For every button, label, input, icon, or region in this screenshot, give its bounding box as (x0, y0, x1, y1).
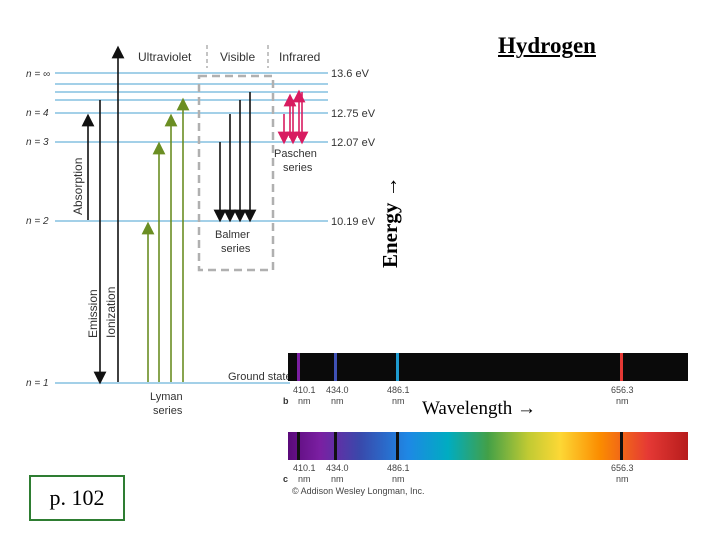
emission-label: Emission (86, 289, 100, 338)
c-line-value-410: 410.1 (293, 463, 316, 473)
c-line-value-656: 656.3 (611, 463, 634, 473)
paschen-label-line2: series (283, 162, 313, 174)
balmer-label-line2: series (221, 243, 251, 255)
c-line-unit-410: nm (298, 474, 311, 484)
c-line-value-434: 434.0 (326, 463, 349, 473)
level-n-label-4: n = 4 (26, 108, 49, 119)
spectrum-b-marker: b (283, 396, 289, 406)
emission-line-434 (334, 353, 337, 381)
c-line-unit-656: nm (616, 474, 629, 484)
emission-spectrum (288, 353, 688, 381)
c-line-value-486: 486.1 (387, 463, 410, 473)
region-label-uv: Ultraviolet (138, 50, 192, 64)
copyright: © Addison Wesley Longman, Inc. (292, 486, 425, 496)
b-line-value-410: 410.1 (293, 385, 316, 395)
absorption-line-434 (334, 432, 337, 460)
level-energy-infinity: 13.6 eV (331, 68, 370, 80)
energy-levels (55, 72, 328, 384)
b-line-value-656: 656.3 (611, 385, 634, 395)
absorption-label: Absorption (71, 158, 85, 215)
level-energy-4: 12.75 eV (331, 108, 376, 120)
balmer-arrows (213, 92, 257, 223)
b-line-value-486: 486.1 (387, 385, 410, 395)
c-line-unit-486: nm (392, 474, 405, 484)
lyman-arrows (141, 97, 190, 382)
emission-line-410 (297, 353, 300, 381)
energy-axis-label: Energy → (378, 176, 402, 268)
b-line-unit-486: nm (392, 396, 405, 406)
level-energy-2: 10.19 eV (331, 216, 376, 228)
emission-line-656 (620, 353, 623, 381)
b-line-unit-410: nm (298, 396, 311, 406)
level-energy-3: 12.07 eV (331, 137, 376, 149)
spectrum-c-marker: c (283, 474, 288, 484)
level-energy-1: Ground state (228, 371, 292, 383)
absorption-line-410 (297, 432, 300, 460)
ionization-label: Ionization (104, 287, 118, 338)
region-label-visible: Visible (220, 50, 255, 64)
emission-line-486 (396, 353, 399, 381)
balmer-label-line1: Balmer (215, 229, 250, 241)
level-n-label-2: n = 2 (26, 216, 49, 227)
region-label-ir: Infrared (279, 50, 320, 64)
absorption-line-486 (396, 432, 399, 460)
paschen-label-line1: Paschen (274, 148, 317, 160)
absorption-spectrum (288, 432, 688, 460)
visible-region-box (197, 74, 275, 272)
page-reference-box: p. 102 (29, 475, 125, 521)
b-line-unit-434: nm (331, 396, 344, 406)
paschen-arrows (277, 89, 309, 145)
b-line-value-434: 434.0 (326, 385, 349, 395)
b-line-unit-656: nm (616, 396, 629, 406)
level-n-label-3: n = 3 (26, 137, 49, 148)
lyman-label-line2: series (153, 405, 183, 417)
c-line-unit-434: nm (331, 474, 344, 484)
wavelength-axis-label: Wavelength → (422, 398, 537, 419)
level-n-label-infinity: n = ∞ (26, 69, 50, 80)
page-title: Hydrogen (498, 33, 596, 58)
lyman-label-line1: Lyman (150, 391, 183, 403)
level-n-label-1: n = 1 (26, 378, 49, 389)
absorption-line-656 (620, 432, 623, 460)
